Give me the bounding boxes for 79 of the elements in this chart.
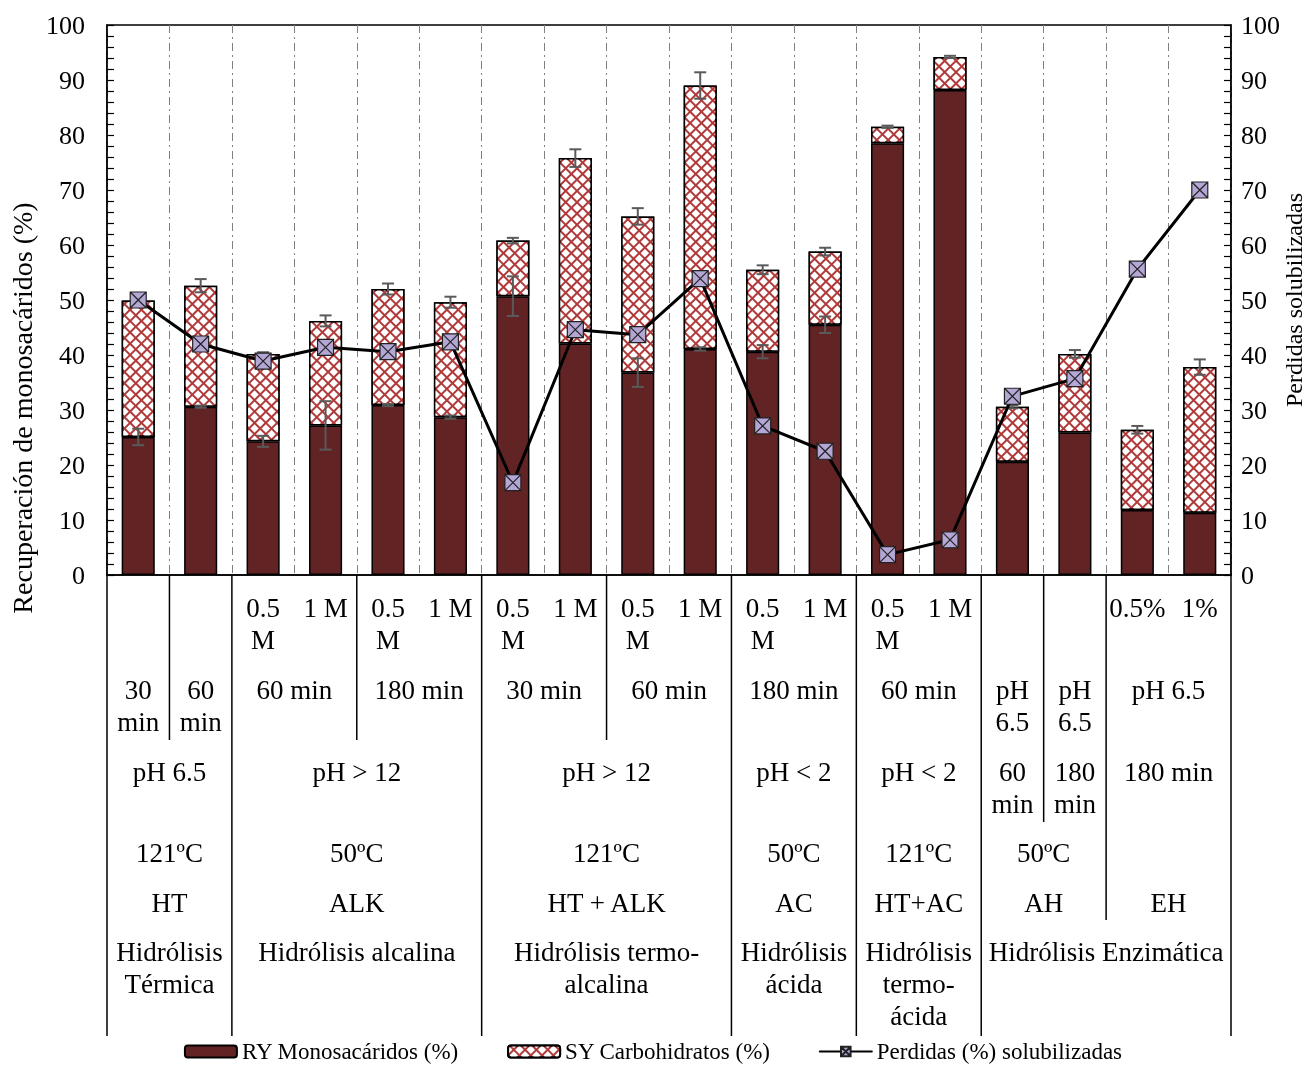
text: 60 min bbox=[256, 675, 333, 705]
text: 121ºC bbox=[885, 838, 953, 868]
x-tick-label: 1 M bbox=[927, 593, 973, 623]
y-tick-label: 100 bbox=[46, 10, 85, 40]
text: 121ºC bbox=[136, 838, 203, 868]
y2-tick-label: 40 bbox=[1241, 340, 1267, 370]
text: Hidrólisis termo-ácida bbox=[865, 937, 973, 1031]
text: pH 6.5 bbox=[1131, 675, 1206, 705]
text: AH bbox=[1024, 888, 1064, 918]
y-tick-label: 0 bbox=[72, 560, 85, 590]
x-tick-label: 1 M bbox=[678, 593, 723, 623]
text: 50ºC bbox=[1016, 838, 1071, 868]
text: pH < 2 bbox=[881, 757, 957, 787]
text: pH < 2 bbox=[756, 757, 832, 787]
text: 180 min bbox=[1053, 757, 1097, 819]
text: Hidrólisis termo-alcalina bbox=[513, 937, 700, 999]
y2-axis-title: Perdidas solubilizadas bbox=[1281, 193, 1306, 407]
text: 60 min bbox=[880, 675, 958, 705]
text: HT+AC bbox=[874, 888, 964, 918]
text: pH 6.5 bbox=[1058, 675, 1092, 737]
text: EH bbox=[1150, 888, 1187, 918]
y2-tick-label: 30 bbox=[1241, 395, 1267, 425]
text: pH 6.5 bbox=[132, 757, 207, 787]
y-tick-label: 70 bbox=[59, 175, 85, 205]
legend-label: SY Carbohidratos (%) bbox=[565, 1039, 770, 1064]
x-tick-label: 1 M bbox=[303, 593, 348, 623]
text: Hidrólisis Térmica bbox=[116, 937, 223, 999]
x-tick-label: 0.5 M bbox=[745, 593, 780, 655]
text: HT bbox=[151, 888, 188, 918]
text: 30 min bbox=[117, 675, 160, 737]
y2-tick-label: 60 bbox=[1241, 230, 1267, 260]
x-tick-label: 1 M bbox=[553, 593, 598, 623]
y-tick-label: 80 bbox=[59, 120, 85, 150]
text: 60 min bbox=[179, 675, 223, 737]
x-tick-label: 0.5 M bbox=[371, 593, 405, 655]
text: pH > 12 bbox=[562, 757, 651, 787]
text: ALK bbox=[329, 888, 386, 918]
y-tick-label: 90 bbox=[59, 65, 85, 95]
y-tick-label: 30 bbox=[59, 395, 85, 425]
y2-tick-label: 20 bbox=[1241, 450, 1267, 480]
x-tick-label: 0.5 M bbox=[246, 593, 280, 655]
y-tick-label: 10 bbox=[59, 505, 85, 535]
x-tick-label: 0.5 M bbox=[870, 593, 905, 655]
text: 50ºC bbox=[330, 838, 384, 868]
text: 30 min bbox=[506, 675, 583, 705]
y2-tick-label: 100 bbox=[1241, 10, 1280, 40]
text: HT + ALK bbox=[547, 888, 667, 918]
x-tick-label: 1% bbox=[1181, 593, 1218, 623]
y2-tick-label: 90 bbox=[1241, 65, 1267, 95]
text: 180 min bbox=[749, 675, 840, 705]
y2-tick-label: 70 bbox=[1241, 175, 1267, 205]
legend-label: Perdidas (%) solubilizadas bbox=[876, 1039, 1123, 1064]
text: 180 min bbox=[1123, 757, 1214, 787]
x-tick-label: 0.5 M bbox=[620, 593, 655, 655]
text: 60 min bbox=[991, 757, 1034, 819]
y-tick-label: 20 bbox=[59, 450, 85, 480]
y-axis-title: Recuperación de monosacáridos (%) bbox=[6, 202, 38, 614]
x-tick-label: 0.5% bbox=[1109, 593, 1166, 623]
y-tick-label: 60 bbox=[59, 230, 85, 260]
text: 121ºC bbox=[573, 838, 640, 868]
y-tick-label: 50 bbox=[59, 285, 85, 315]
y-tick-label: 40 bbox=[59, 340, 85, 370]
legend-label: RY Monosacáridos (%) bbox=[241, 1039, 459, 1064]
x-tick-label: 1 M bbox=[802, 593, 848, 623]
text: AC bbox=[775, 888, 813, 918]
text: 50ºC bbox=[767, 838, 821, 868]
text: Hidrólisis alcalina bbox=[258, 937, 456, 967]
y2-tick-label: 0 bbox=[1241, 560, 1254, 590]
text: 180 min bbox=[374, 675, 465, 705]
text: pH 6.5 bbox=[995, 675, 1030, 737]
x-tick-label: 0.5 M bbox=[496, 593, 530, 655]
y2-tick-label: 50 bbox=[1241, 285, 1267, 315]
y2-tick-label: 10 bbox=[1241, 505, 1267, 535]
text: 60 min bbox=[631, 675, 708, 705]
text: Hidrólisis ácida bbox=[740, 937, 848, 999]
text: pH > 12 bbox=[312, 757, 402, 787]
text: Hidrólisis Enzimática bbox=[988, 937, 1224, 967]
y2-tick-label: 80 bbox=[1241, 120, 1267, 150]
x-tick-label: 1 M bbox=[428, 593, 473, 623]
